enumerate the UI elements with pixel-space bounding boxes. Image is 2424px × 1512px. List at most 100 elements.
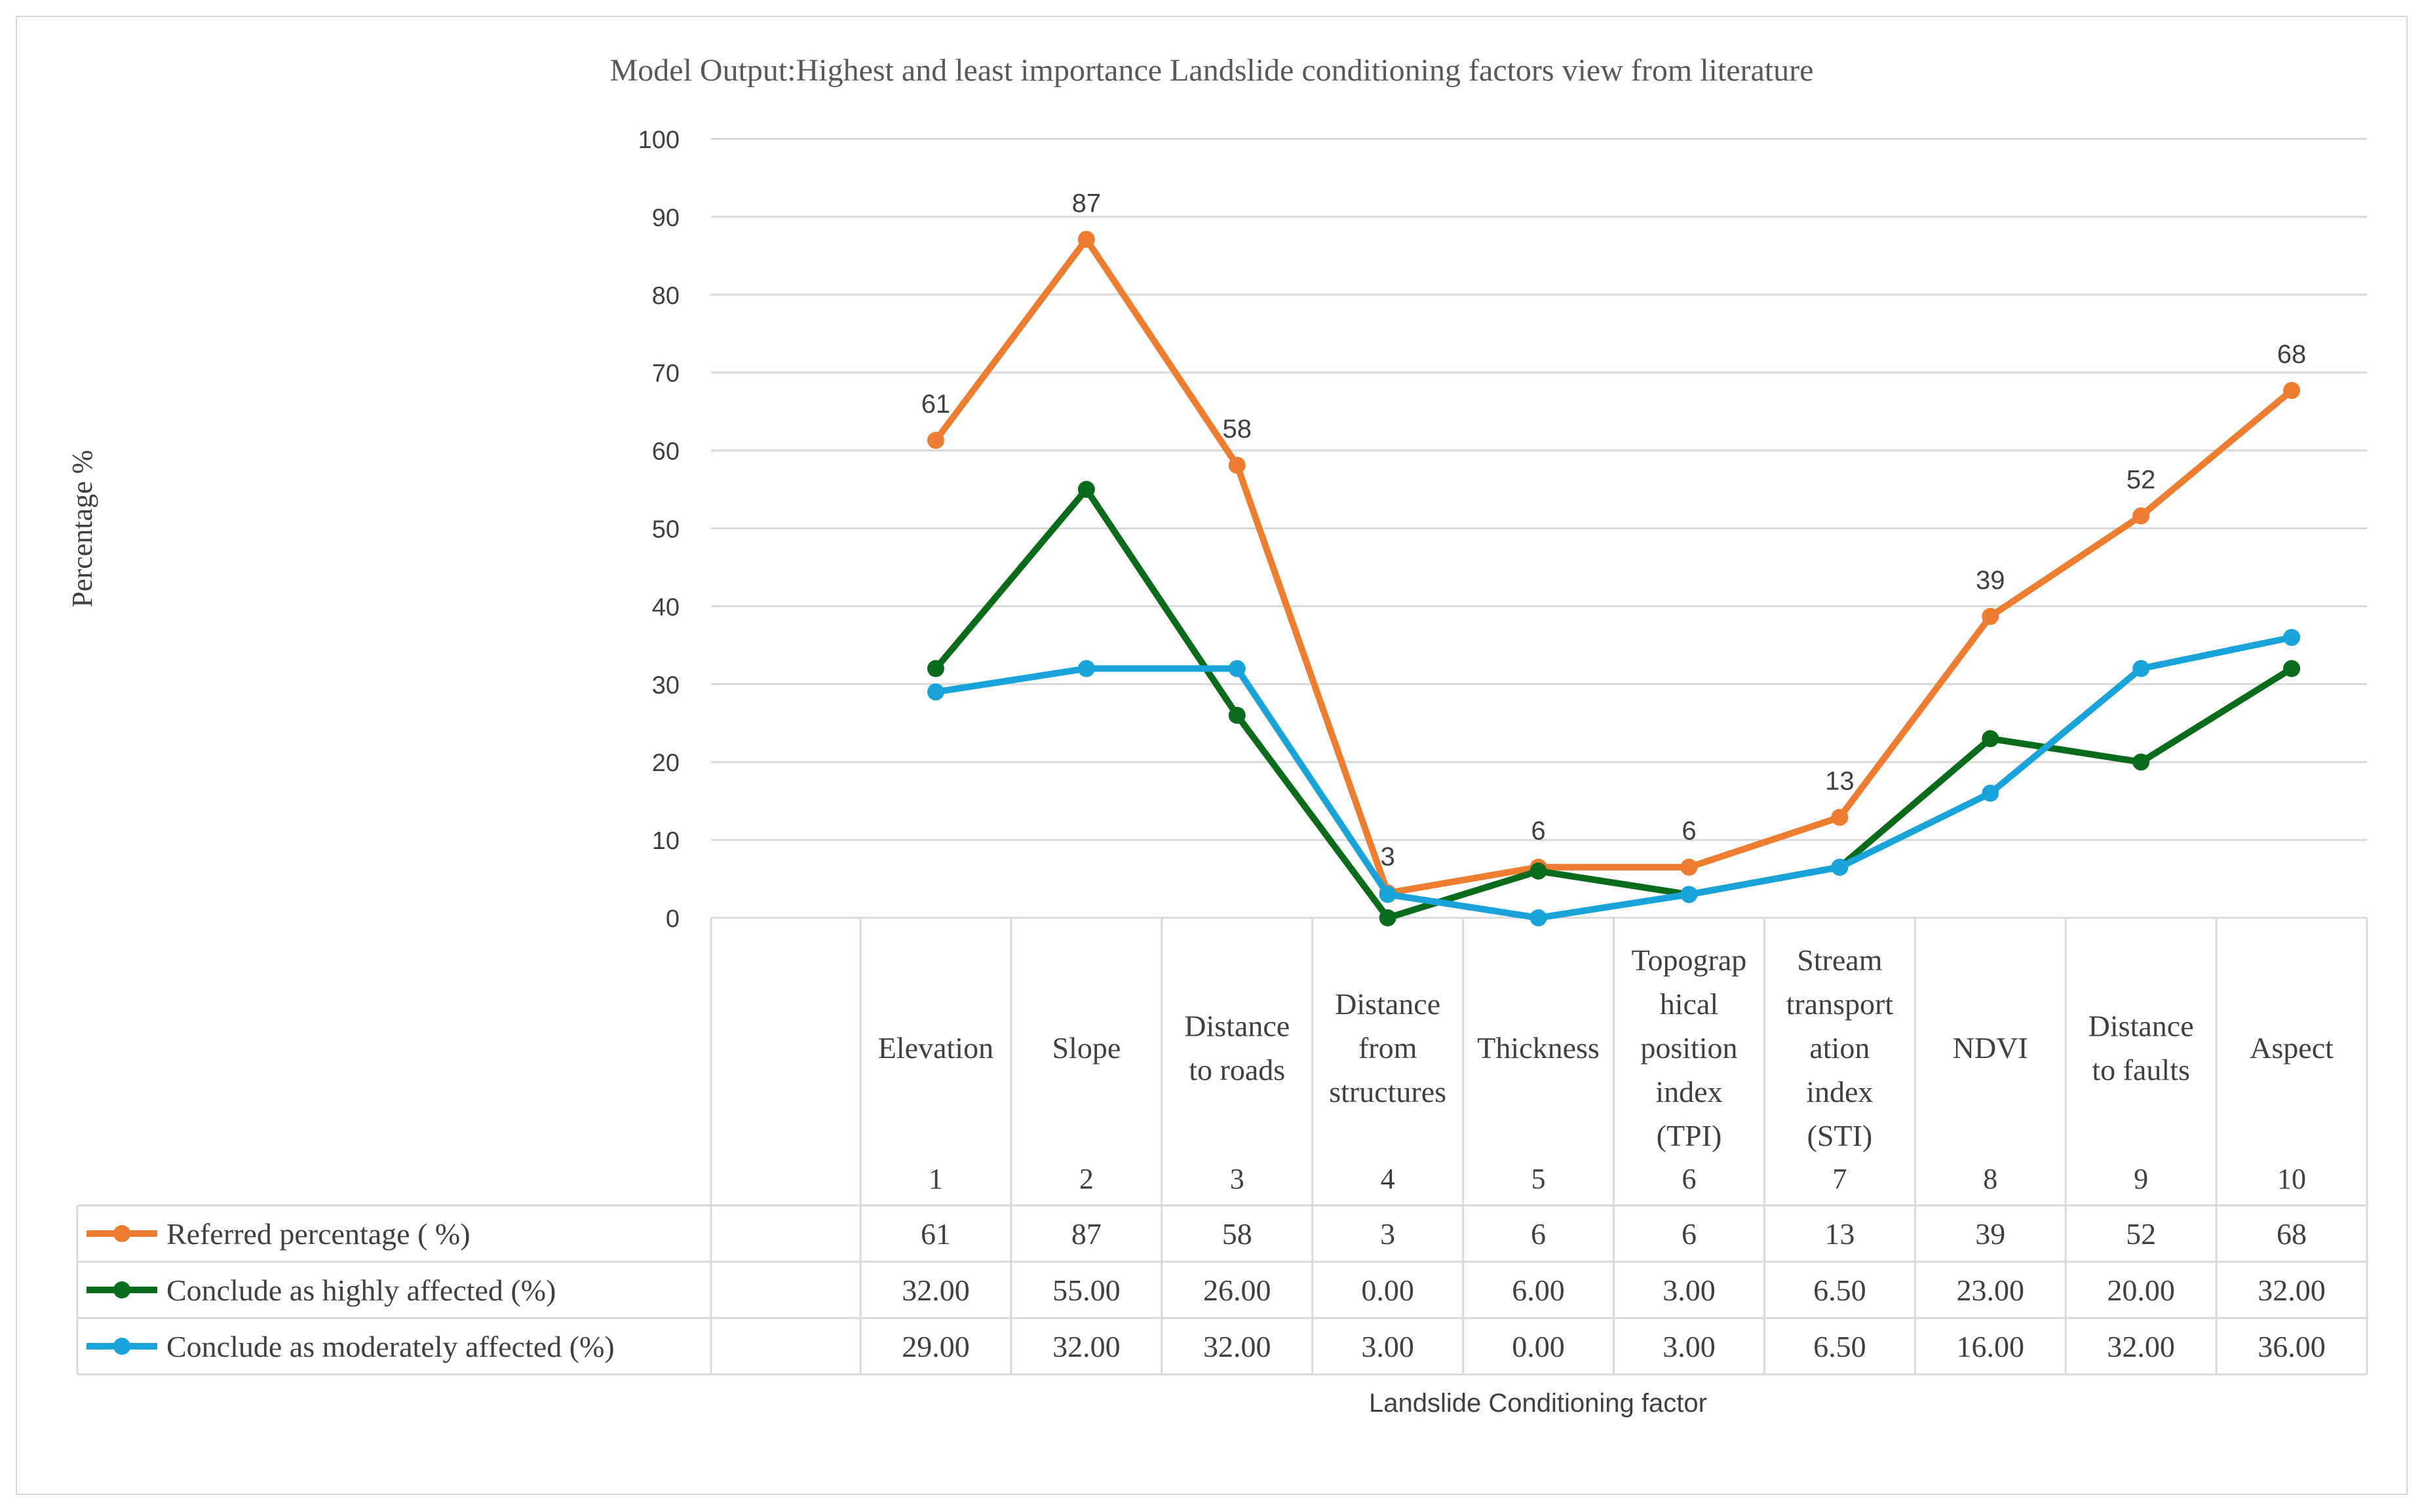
data-label: 13 bbox=[1825, 767, 1855, 796]
table-cell-value: 32.00 bbox=[1052, 1330, 1121, 1363]
data-label: 3 bbox=[1381, 842, 1395, 871]
table-cell-value: 32.00 bbox=[902, 1274, 970, 1307]
table-cell-value: 3.00 bbox=[1361, 1330, 1414, 1363]
data-point bbox=[1077, 231, 1095, 248]
data-point bbox=[1379, 886, 1396, 903]
x-index-label: 8 bbox=[1983, 1163, 1997, 1195]
x-index-label: 1 bbox=[929, 1163, 943, 1195]
table-cell-value: 23.00 bbox=[1957, 1274, 2025, 1307]
x-category-line: (STI) bbox=[1807, 1119, 1873, 1152]
x-category-label: Thickness bbox=[1477, 1031, 1600, 1065]
x-category-line: structures bbox=[1329, 1075, 1446, 1108]
data-point bbox=[1680, 858, 1698, 876]
table-cell-value: 36.00 bbox=[2258, 1330, 2326, 1363]
table-cell-value: 52 bbox=[2126, 1217, 2156, 1251]
x-category-label: Topograp hical position index (TPI) bbox=[1632, 943, 1747, 1152]
series-line bbox=[933, 486, 2296, 921]
series-lines bbox=[927, 231, 2301, 926]
table-cell-value: 20.00 bbox=[2107, 1274, 2175, 1307]
data-point bbox=[1529, 909, 1547, 926]
x-category-line: to roads bbox=[1189, 1053, 1285, 1087]
series-line bbox=[933, 236, 2296, 896]
x-category-line: hical bbox=[1660, 987, 1718, 1021]
x-index-label: 2 bbox=[1079, 1163, 1094, 1195]
data-point bbox=[1228, 660, 1246, 677]
series bbox=[927, 628, 2301, 926]
data-point bbox=[927, 683, 944, 701]
y-tick-label: 100 bbox=[638, 126, 680, 154]
table-cell-value: 0.00 bbox=[1361, 1274, 1414, 1307]
y-tick-label: 50 bbox=[652, 516, 680, 544]
data-point bbox=[1379, 909, 1396, 926]
x-category-line: position bbox=[1640, 1031, 1737, 1065]
x-category-line: Distance bbox=[1335, 987, 1440, 1021]
x-index-label: 6 bbox=[1682, 1163, 1696, 1195]
x-index-label: 10 bbox=[2277, 1163, 2306, 1195]
table-cell-value: 3.00 bbox=[1663, 1274, 1716, 1307]
y-tick-label: 20 bbox=[652, 749, 680, 777]
y-tick-label: 70 bbox=[652, 360, 680, 388]
data-label: 39 bbox=[1976, 566, 2005, 595]
data-label: 52 bbox=[2126, 465, 2156, 494]
x-category-line: Aspect bbox=[2250, 1031, 2334, 1065]
x-category-line: ation bbox=[1809, 1031, 1870, 1065]
data-point bbox=[1680, 886, 1698, 903]
data-label: 68 bbox=[2277, 340, 2307, 369]
y-tick-label: 0 bbox=[666, 905, 680, 933]
data-point bbox=[1831, 808, 1849, 826]
table-cell-value: 58 bbox=[1222, 1217, 1252, 1251]
x-axis-label: Landslide Conditioning factor bbox=[1369, 1389, 1707, 1418]
y-tick-label: 10 bbox=[652, 827, 680, 855]
x-category-line: Slope bbox=[1052, 1031, 1121, 1065]
table-cell-value: 6.50 bbox=[1813, 1330, 1866, 1363]
x-index-label: 4 bbox=[1381, 1163, 1395, 1195]
table-cell-value: 3.00 bbox=[1663, 1330, 1716, 1363]
y-tick-label: 80 bbox=[652, 282, 680, 310]
table-cell-value: 29.00 bbox=[902, 1330, 970, 1363]
x-category-line: Elevation bbox=[878, 1031, 993, 1065]
x-index-label: 7 bbox=[1832, 1163, 1847, 1195]
x-category-label: Slope bbox=[1052, 1031, 1121, 1065]
legend-swatch-marker bbox=[113, 1338, 130, 1355]
x-index-label: 5 bbox=[1531, 1163, 1546, 1195]
data-point bbox=[1077, 481, 1095, 499]
legend-entry: Referred percentage ( %) bbox=[87, 1217, 471, 1251]
data-point bbox=[1982, 784, 1999, 802]
table-cell-value: 39 bbox=[1975, 1217, 2005, 1251]
x-category-line: (TPI) bbox=[1657, 1119, 1722, 1152]
x-category-label: Distance from structures bbox=[1329, 987, 1446, 1108]
x-index-label: 3 bbox=[1230, 1163, 1244, 1195]
series-line bbox=[933, 634, 2296, 921]
x-category-line: NDVI bbox=[1953, 1031, 2028, 1065]
y-axis-label: Percentage % bbox=[66, 450, 98, 608]
chart-title: Model Output:Highest and least importanc… bbox=[610, 53, 1814, 88]
table-cell-value: 61 bbox=[921, 1217, 951, 1251]
data-point bbox=[1982, 607, 1999, 625]
data-label: 6 bbox=[1531, 817, 1545, 846]
data-point bbox=[1982, 730, 1999, 747]
data-point bbox=[2132, 507, 2150, 525]
y-tick-labels: 0 10 20 30 40 50 60 70 80 90 100 bbox=[638, 126, 680, 933]
table-cell-value: 32.00 bbox=[2258, 1274, 2326, 1307]
y-tick-label: 90 bbox=[652, 204, 680, 232]
x-category-line: Distance bbox=[1184, 1010, 1290, 1043]
table-cell-value: 6.50 bbox=[1813, 1274, 1866, 1307]
x-category-label: Stream transport ation index (STI) bbox=[1786, 943, 1894, 1152]
data-label: 58 bbox=[1223, 415, 1252, 444]
x-category-label: Distance to roads bbox=[1184, 1010, 1290, 1087]
data-point bbox=[1228, 706, 1246, 724]
data-table: Elevation 1 Slope 2 Distance to roads 3 Distanc… bbox=[76, 917, 2368, 1376]
data-point bbox=[2283, 382, 2301, 400]
chart-frame bbox=[16, 16, 2408, 1495]
x-category-line: Stream bbox=[1797, 943, 1883, 977]
x-category-label: Aspect bbox=[2250, 1031, 2334, 1065]
table-cell-value: 26.00 bbox=[1203, 1274, 1271, 1307]
data-point bbox=[2132, 660, 2150, 677]
table-cell-value: 6 bbox=[1531, 1217, 1546, 1251]
table-cell-value: 32.00 bbox=[1203, 1330, 1271, 1363]
data-point bbox=[927, 660, 944, 677]
x-category-label: NDVI bbox=[1953, 1031, 2028, 1065]
x-category-line: to faults bbox=[2092, 1053, 2189, 1087]
data-point bbox=[2283, 628, 2301, 646]
